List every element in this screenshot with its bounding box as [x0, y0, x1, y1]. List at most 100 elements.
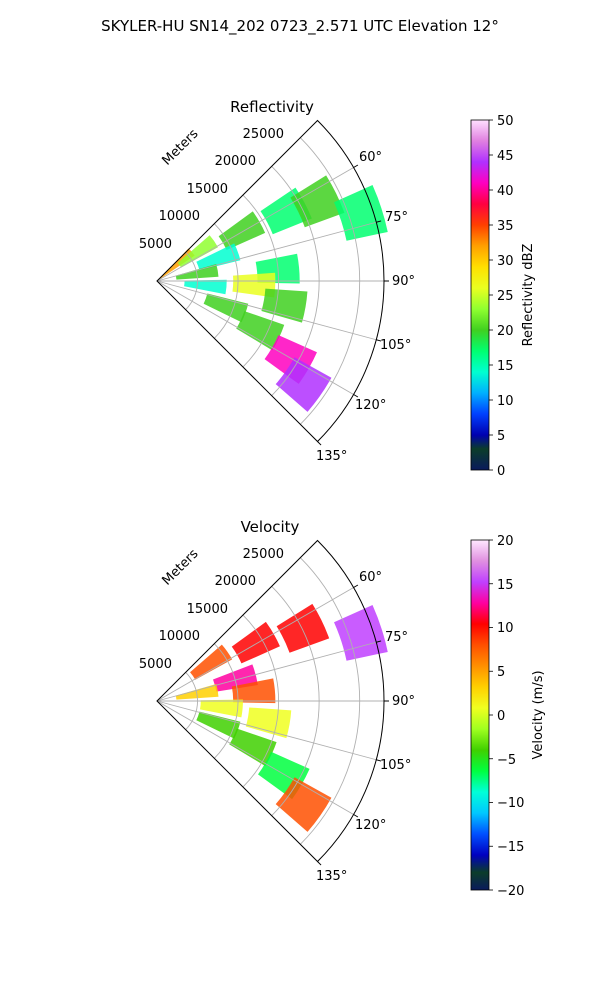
- velocity-colorbar-tick: −10: [497, 796, 524, 811]
- reflectivity-data-cell: [196, 243, 241, 271]
- velocity-grid-spoke: [156, 700, 354, 815]
- reflectivity-colorbar-ticks: 0 5 10 15 20 25 30 35 40 45 50: [497, 114, 514, 479]
- velocity-theta-tick: 135°: [316, 869, 347, 884]
- reflectivity-theta-tick-mark: [353, 394, 359, 398]
- reflectivity-radial-tick: 10000: [159, 209, 200, 224]
- velocity-data-cell: [231, 678, 276, 704]
- reflectivity-colorbar-tick: 15: [497, 359, 514, 374]
- velocity-grid-spoke: [156, 587, 354, 702]
- velocity-colorbar-tick: −20: [497, 884, 524, 899]
- velocity-colorbar-tick: −15: [497, 840, 524, 855]
- velocity-radial-axis-label: Meters: [160, 546, 202, 588]
- reflectivity-theta-tick: 90°: [392, 274, 415, 289]
- reflectivity-theta-ticks: 60° 75° 90° 105° 120° 135°: [316, 150, 415, 464]
- velocity-colorbar-tick: 5: [497, 665, 505, 680]
- velocity-theta-tick-mark: [317, 861, 322, 866]
- velocity-grid-spoke: [156, 641, 377, 702]
- velocity-colorbar: [470, 539, 490, 891]
- reflectivity-plot-area: [156, 119, 389, 446]
- velocity-theta-tick: 90°: [392, 694, 415, 709]
- velocity-colorbar-tick: 10: [497, 621, 514, 636]
- reflectivity-data-cell: [232, 272, 276, 298]
- reflectivity-grid-spoke: [156, 280, 354, 395]
- reflectivity-colorbar-tick: 0: [497, 464, 505, 479]
- reflectivity-radial-axis-label: Meters: [160, 126, 202, 168]
- figure-suptitle: SKYLER-HU SN14_202 0723_2.571 UTC Elevat…: [101, 17, 499, 36]
- reflectivity-radial-tick: 5000: [139, 237, 172, 252]
- reflectivity-theta-tick: 105°: [380, 338, 411, 353]
- velocity-radial-tick: 15000: [187, 602, 228, 617]
- velocity-data-cell: [245, 707, 292, 739]
- velocity-data-cell: [199, 699, 243, 718]
- velocity-colorbar-label: Velocity (m/s): [531, 670, 546, 759]
- velocity-theta-tick: 105°: [380, 758, 411, 773]
- reflectivity-colorbar-tick: 35: [497, 219, 514, 234]
- velocity-radial-tick: 25000: [243, 547, 284, 562]
- velocity-radial-tick: 20000: [215, 574, 256, 589]
- reflectivity-panel: Reflectivity Meters 5000 10000 15000 200…: [139, 98, 536, 479]
- reflectivity-data-cell: [334, 185, 388, 241]
- reflectivity-theta-tick-mark: [376, 339, 382, 342]
- reflectivity-theta-tick: 60°: [359, 150, 382, 165]
- velocity-colorbar-tick: 0: [497, 709, 505, 724]
- reflectivity-sector-frame: [156, 119, 385, 443]
- velocity-data-cell: [334, 605, 388, 661]
- velocity-theta-tick: 75°: [385, 630, 408, 645]
- velocity-theta-tick-mark: [376, 759, 382, 762]
- velocity-plot-area: [156, 539, 389, 866]
- velocity-data-cell: [175, 684, 219, 700]
- reflectivity-theta-tick: 75°: [385, 210, 408, 225]
- reflectivity-radial-tick: 15000: [187, 182, 228, 197]
- reflectivity-data-cell: [177, 235, 218, 268]
- velocity-theta-tick-mark: [353, 814, 359, 818]
- reflectivity-data-cell: [175, 264, 219, 280]
- reflectivity-colorbar-tick: 50: [497, 114, 514, 129]
- velocity-data-cell: [276, 603, 330, 653]
- reflectivity-colorbar-tick: 20: [497, 324, 514, 339]
- reflectivity-colorbar-label: Reflectivity dBZ: [521, 244, 536, 347]
- velocity-panel: Velocity Meters 5000 10000 15000 20000 2…: [139, 518, 546, 899]
- reflectivity-theta-tick: 135°: [316, 449, 347, 464]
- velocity-theta-tick-mark: [353, 584, 359, 588]
- velocity-theta-tick: 120°: [355, 818, 386, 833]
- velocity-grid-spoke: [156, 700, 377, 761]
- velocity-theta-tick-mark: [376, 640, 382, 643]
- velocity-colorbar-tick: 20: [497, 534, 514, 549]
- reflectivity-colorbar-tick: 5: [497, 429, 505, 444]
- reflectivity-data-cell: [275, 357, 332, 412]
- reflectivity-radial-ticks: 5000 10000 15000 20000 25000: [139, 127, 284, 252]
- velocity-sector-frame: [156, 539, 385, 863]
- velocity-theta-tick: 60°: [359, 570, 382, 585]
- reflectivity-data-cell: [261, 288, 308, 323]
- reflectivity-grid-spoke: [156, 280, 377, 341]
- velocity-title: Velocity: [241, 518, 300, 536]
- reflectivity-data-cell: [218, 211, 266, 251]
- reflectivity-colorbar-tick: 10: [497, 394, 514, 409]
- velocity-colorbar-tick: −5: [497, 753, 516, 768]
- reflectivity-theta-tick-mark: [317, 441, 322, 446]
- reflectivity-colorbar-tick: 30: [497, 254, 514, 269]
- reflectivity-colorbar-tick: 45: [497, 149, 514, 164]
- velocity-theta-ticks: 60° 75° 90° 105° 120° 135°: [316, 570, 415, 884]
- reflectivity-colorbar-tick: 25: [497, 289, 514, 304]
- reflectivity-data-cell: [184, 279, 227, 295]
- velocity-data-cell: [196, 711, 241, 739]
- reflectivity-colorbar-tick: 40: [497, 184, 514, 199]
- reflectivity-title: Reflectivity: [230, 98, 314, 116]
- velocity-radial-ticks: 5000 10000 15000 20000 25000: [139, 547, 284, 672]
- reflectivity-data-cell: [203, 293, 249, 323]
- reflectivity-radial-tick: 25000: [243, 127, 284, 142]
- reflectivity-grid-spoke: [156, 221, 377, 282]
- reflectivity-colorbar: [470, 119, 490, 471]
- reflectivity-theta-tick-mark: [353, 164, 359, 168]
- velocity-radial-tick: 10000: [159, 629, 200, 644]
- reflectivity-theta-tick-mark: [376, 220, 382, 223]
- reflectivity-grid-spoke: [156, 167, 354, 282]
- velocity-data-cell: [275, 777, 332, 832]
- velocity-colorbar-ticks: −20 −15 −10 −5 0 5 10 15 20: [497, 534, 524, 899]
- velocity-data-cell: [190, 644, 233, 680]
- velocity-data-cell: [231, 621, 280, 664]
- reflectivity-radial-tick: 20000: [215, 154, 256, 169]
- reflectivity-data-cell: [290, 175, 345, 228]
